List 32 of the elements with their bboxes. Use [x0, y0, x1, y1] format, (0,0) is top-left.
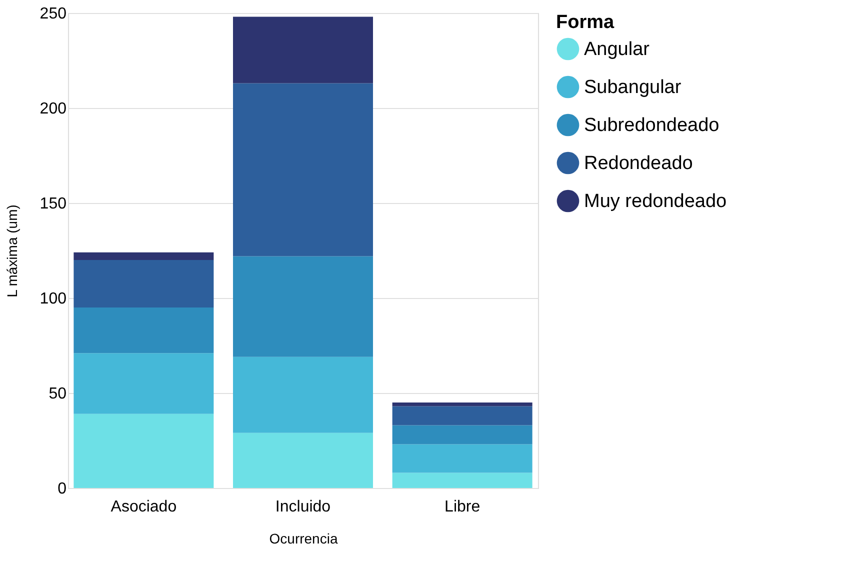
bar [392, 406, 532, 426]
legend-label: Angular [584, 39, 650, 60]
bar [74, 252, 214, 260]
y-tick-label: 100 [40, 290, 67, 308]
legend-label: Subredondeado [584, 115, 720, 136]
x-tick-label: Asociado [110, 498, 177, 516]
bar [392, 472, 532, 488]
bar [233, 16, 373, 84]
x-tick-label: Incluido [275, 498, 331, 516]
x-tick-label: Libre [444, 498, 480, 516]
legend-label: Muy redondeado [584, 191, 727, 212]
bar [74, 353, 214, 414]
y-tick-label: 150 [40, 196, 67, 212]
y-tick-label: 0 [58, 480, 67, 498]
legend-title: Forma [556, 12, 614, 33]
bar [233, 83, 373, 256]
bar [233, 432, 373, 488]
legend-label: Redondeado [584, 153, 693, 174]
y-tick-label: 250 [40, 6, 67, 22]
x-axis-title: Ocurrencia [269, 530, 338, 546]
y-tick-label: 50 [48, 386, 67, 402]
y-tick-label: 200 [40, 100, 67, 118]
bar [74, 260, 214, 308]
bar [233, 256, 373, 357]
bar [392, 425, 532, 444]
legend-label: Subangular [584, 77, 682, 98]
bar [233, 356, 373, 433]
bar [392, 444, 532, 473]
bar [392, 402, 532, 406]
bar [74, 414, 214, 488]
bar [74, 308, 214, 354]
y-axis-title: L máxima (um) [4, 204, 20, 298]
